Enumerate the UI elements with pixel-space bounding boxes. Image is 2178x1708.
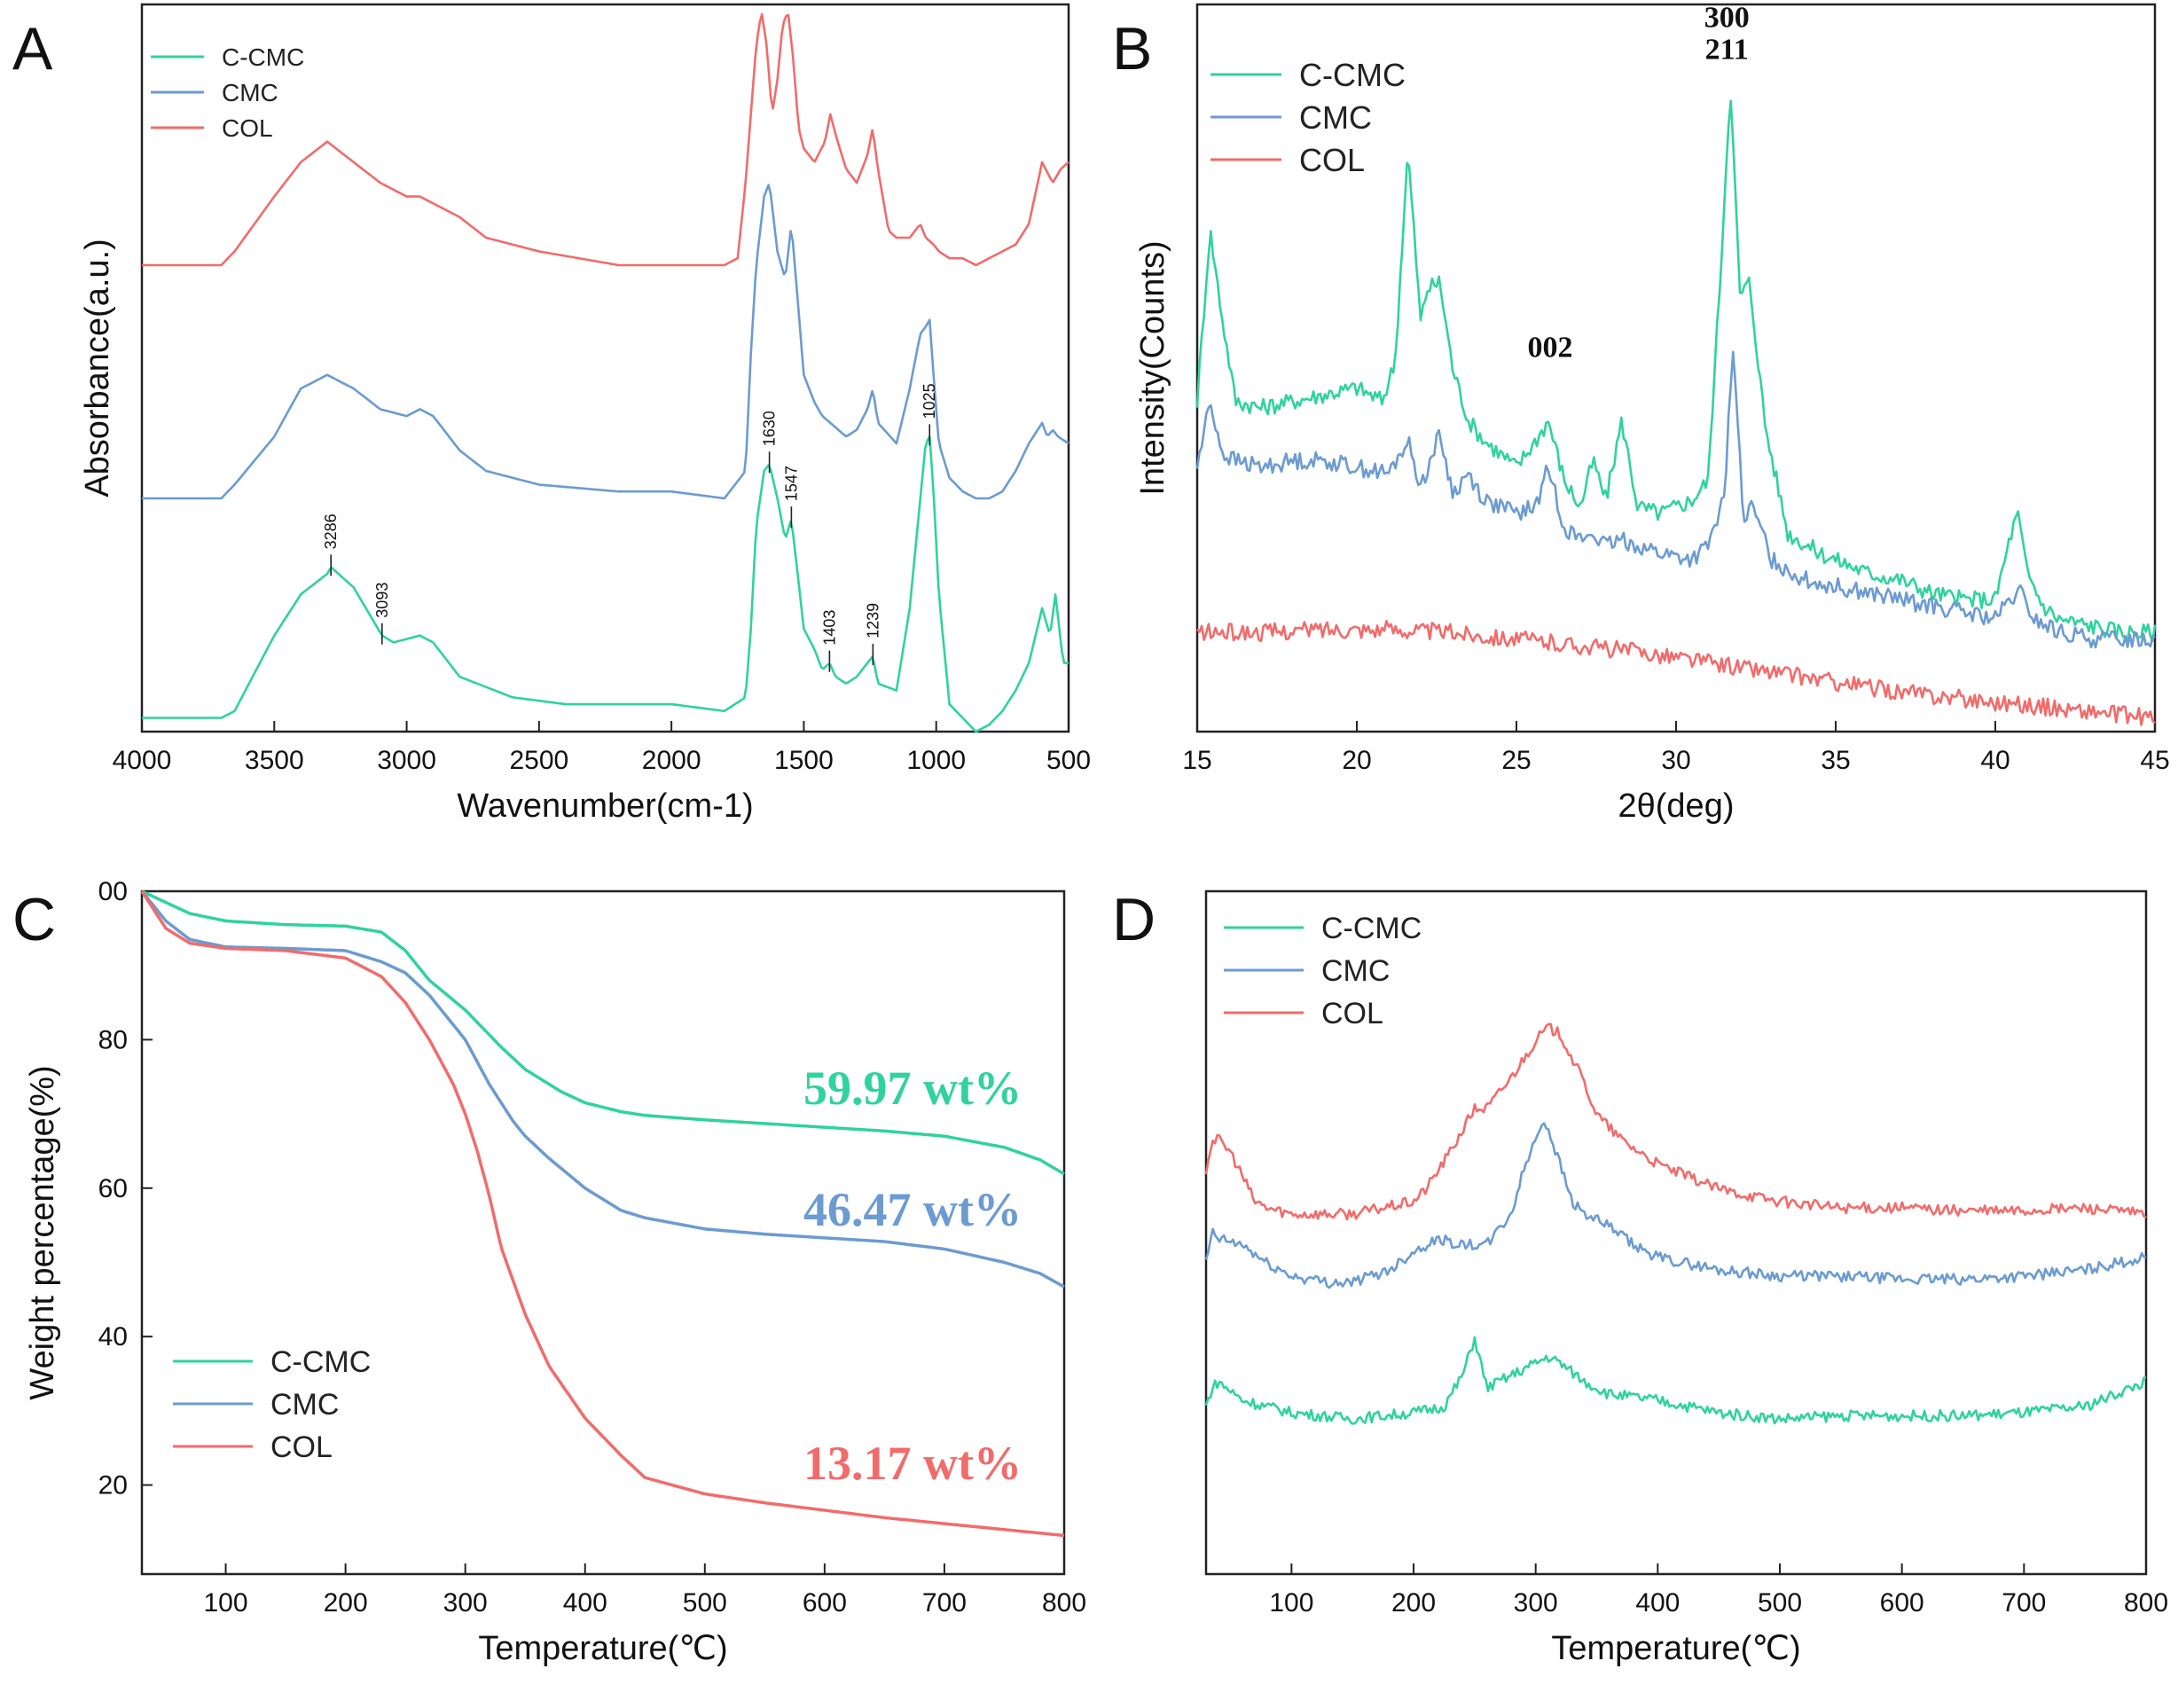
legend-label-col: COL bbox=[1299, 142, 1365, 178]
panel-d-frame bbox=[1204, 889, 2148, 1576]
legend-label-c-cmc: C-CMC bbox=[222, 43, 304, 71]
y-axis-title: Intensity(Counts) bbox=[1134, 240, 1171, 495]
x-tick-label: 45 bbox=[2140, 746, 2169, 775]
x-tick-label: 300 bbox=[443, 1588, 488, 1618]
series-line-c-cmc bbox=[1195, 99, 2157, 643]
peak-label-300: 300 bbox=[1704, 1, 1750, 34]
series-line-cmc bbox=[140, 889, 1065, 1289]
x-tick-label: 2000 bbox=[642, 746, 701, 775]
plot-layer: 4000 3500 3000 2500 2000 1500 1000 500Wavenumbe… bbox=[24, 1, 2170, 1667]
x-tick-label: 500 bbox=[683, 1588, 727, 1618]
series-line-col bbox=[1204, 1022, 2147, 1221]
y-axis-title: Absorbance(a.u.) bbox=[79, 239, 116, 498]
peak-label: 1239 bbox=[864, 603, 881, 639]
panel-a-frame bbox=[140, 3, 1070, 733]
series-line-c-cmc bbox=[141, 889, 1065, 1176]
legend-label-cmc: CMC bbox=[1321, 954, 1390, 988]
series-line-cmc bbox=[142, 184, 1069, 500]
x-tick-label: 800 bbox=[1042, 1588, 1086, 1618]
x-tick-label: 200 bbox=[1391, 1588, 1436, 1618]
x-tick-label: 4000 bbox=[113, 746, 172, 775]
legend-label-cmc: CMC bbox=[1299, 99, 1372, 136]
panel-letter-b: B bbox=[1112, 15, 1152, 82]
x-tick-label: 3000 bbox=[377, 746, 436, 775]
x-tick-label: 600 bbox=[1880, 1588, 1924, 1618]
x-tick-label: 300 bbox=[1514, 1588, 1558, 1618]
series-line-col bbox=[140, 890, 1065, 1538]
peak-label-002: 002 bbox=[1528, 332, 1573, 364]
y-axis-title: Weight percentage(%) bbox=[24, 1065, 61, 1399]
series-line-col bbox=[1196, 620, 2156, 726]
x-tick-label: 600 bbox=[803, 1588, 847, 1618]
x-axis-title: Wavenumber(cm-1) bbox=[457, 787, 753, 825]
x-tick-label: 1500 bbox=[774, 746, 834, 775]
panel-letter-d: D bbox=[1112, 886, 1156, 953]
x-tick-label: 700 bbox=[922, 1588, 967, 1618]
x-tick-label: 25 bbox=[1501, 746, 1531, 775]
x-tick-label: 400 bbox=[1635, 1588, 1680, 1618]
series-line-c-cmc bbox=[1204, 1336, 2146, 1425]
series-line-col bbox=[142, 12, 1069, 267]
series-line-cmc bbox=[1195, 350, 2156, 649]
legend-label-col: COL bbox=[1321, 997, 1383, 1030]
x-axis-title: 2θ(deg) bbox=[1618, 787, 1735, 825]
x-tick-label: 800 bbox=[2124, 1588, 2168, 1618]
series-line-c-cmc bbox=[142, 435, 1069, 733]
residual-label-c-cmc: 59.97 wt% bbox=[803, 1062, 1022, 1115]
x-tick-label: 2500 bbox=[509, 746, 568, 775]
legend-label-c-cmc: C-CMC bbox=[1321, 912, 1422, 945]
residual-label-col: 13.17 wt% bbox=[803, 1437, 1022, 1490]
panel-c-frame bbox=[140, 889, 1066, 1576]
x-tick-label: 400 bbox=[563, 1588, 607, 1618]
x-tick-label: 200 bbox=[324, 1588, 368, 1618]
peak-label: 1547 bbox=[782, 466, 800, 501]
x-tick-label: 15 bbox=[1182, 746, 1211, 775]
panel-letter-c: C bbox=[12, 886, 56, 953]
y-tick-label: 20 bbox=[98, 1471, 128, 1500]
peak-label: 3286 bbox=[322, 513, 340, 549]
x-tick-label: 100 bbox=[1269, 1588, 1313, 1618]
y-tick-label: 60 bbox=[98, 1174, 128, 1203]
x-tick-label: 700 bbox=[2002, 1588, 2046, 1618]
peak-label-211: 211 bbox=[1705, 33, 1749, 66]
x-axis-title: Temperature(℃) bbox=[478, 1630, 727, 1667]
x-tick-label: 500 bbox=[1758, 1588, 1802, 1618]
legend-label-cmc: CMC bbox=[222, 79, 278, 106]
x-tick-label: 100 bbox=[204, 1588, 248, 1618]
legend-label-cmc: CMC bbox=[270, 1388, 339, 1422]
x-tick-label: 40 bbox=[1980, 746, 2010, 775]
x-tick-label: 500 bbox=[1046, 746, 1091, 775]
legend-label-col: COL bbox=[222, 114, 273, 142]
series-line-cmc bbox=[1204, 1122, 2147, 1289]
peak-label: 1025 bbox=[921, 383, 938, 419]
legend-label-c-cmc: C-CMC bbox=[270, 1345, 371, 1379]
x-tick-label: 3500 bbox=[245, 746, 304, 775]
y-tick-label: 00 bbox=[98, 877, 128, 906]
x-tick-label: 1000 bbox=[906, 746, 966, 775]
legend-label-col: COL bbox=[270, 1430, 333, 1464]
residual-label-cmc: 46.47 wt% bbox=[803, 1183, 1022, 1236]
y-tick-label: 40 bbox=[98, 1322, 128, 1352]
y-tick-label: 80 bbox=[98, 1025, 128, 1054]
x-tick-label: 30 bbox=[1661, 746, 1690, 775]
x-tick-label: 35 bbox=[1821, 746, 1850, 775]
peak-label: 1630 bbox=[761, 411, 779, 446]
peak-label: 1403 bbox=[820, 610, 838, 646]
legend-label-c-cmc: C-CMC bbox=[1299, 57, 1406, 93]
panel-letter-a: A bbox=[12, 15, 53, 82]
peak-label: 3093 bbox=[373, 583, 391, 618]
x-axis-title: Temperature(℃) bbox=[1551, 1630, 1800, 1667]
x-tick-label: 20 bbox=[1342, 746, 1371, 775]
